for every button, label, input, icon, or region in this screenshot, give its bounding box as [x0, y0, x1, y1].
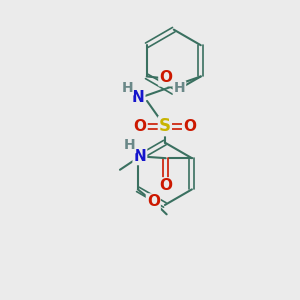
- Text: O: O: [159, 70, 172, 86]
- Text: N: N: [134, 149, 146, 164]
- Text: H: H: [124, 138, 135, 152]
- Text: H: H: [121, 81, 133, 94]
- Text: N: N: [132, 91, 145, 106]
- Text: O: O: [183, 119, 196, 134]
- Text: S: S: [159, 117, 171, 135]
- Text: H: H: [174, 81, 185, 95]
- Text: O: O: [159, 178, 172, 193]
- Text: O: O: [134, 119, 147, 134]
- Text: O: O: [147, 194, 160, 209]
